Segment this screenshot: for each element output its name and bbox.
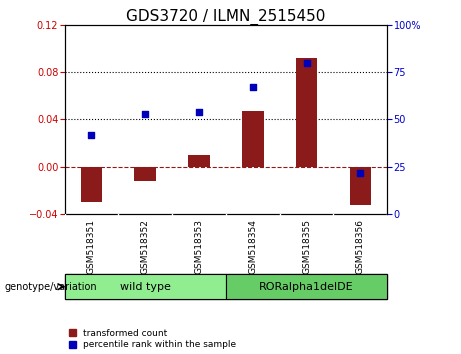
Text: genotype/variation: genotype/variation <box>5 282 97 292</box>
Point <box>249 85 256 90</box>
Bar <box>81 167 102 202</box>
Bar <box>296 58 317 167</box>
Bar <box>65 274 226 299</box>
Bar <box>188 155 210 167</box>
Point <box>195 109 203 115</box>
Text: GSM518354: GSM518354 <box>248 219 257 274</box>
Legend: transformed count, percentile rank within the sample: transformed count, percentile rank withi… <box>69 329 236 349</box>
Bar <box>135 167 156 181</box>
Text: GSM518352: GSM518352 <box>141 219 150 274</box>
Point <box>142 111 149 116</box>
Bar <box>242 111 264 167</box>
Text: GDS3720 / ILMN_2515450: GDS3720 / ILMN_2515450 <box>126 9 325 25</box>
Text: GSM518351: GSM518351 <box>87 219 96 274</box>
Bar <box>349 167 371 205</box>
Bar <box>226 274 387 299</box>
Text: GSM518356: GSM518356 <box>356 219 365 274</box>
Point <box>303 60 310 65</box>
Text: GSM518353: GSM518353 <box>195 219 203 274</box>
Text: RORalpha1delDE: RORalpha1delDE <box>259 282 354 292</box>
Point <box>357 170 364 175</box>
Text: GSM518355: GSM518355 <box>302 219 311 274</box>
Point <box>88 132 95 137</box>
Text: wild type: wild type <box>120 282 171 292</box>
